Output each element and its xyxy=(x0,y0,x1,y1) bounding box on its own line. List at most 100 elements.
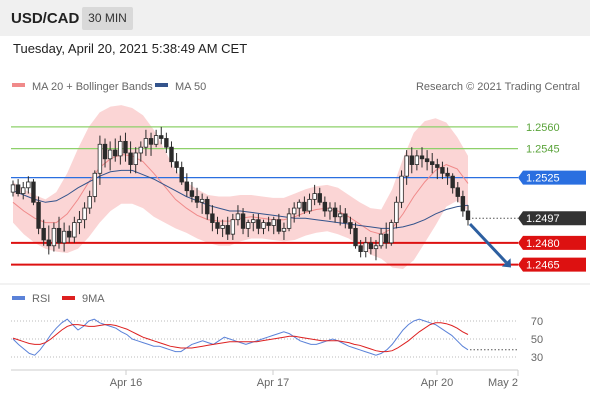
candle-body xyxy=(159,135,164,139)
chart-header: USD/CAD 30 MIN xyxy=(0,0,590,36)
current-level-badge xyxy=(518,211,586,226)
candle-body xyxy=(394,201,399,223)
candle-body xyxy=(465,210,471,221)
candle-body xyxy=(307,198,312,212)
candle-body xyxy=(210,213,215,223)
x-axis-tick-label: Apr 17 xyxy=(257,377,289,389)
candle-body xyxy=(230,219,236,235)
symbol-title: USD/CAD xyxy=(11,10,80,27)
candle-body xyxy=(225,225,230,235)
forecast-arrow-head xyxy=(501,258,511,268)
candle-body xyxy=(138,146,144,154)
candle-body xyxy=(36,201,41,229)
candle-body xyxy=(332,207,338,218)
candle-body xyxy=(174,161,179,168)
current-level-label: 1.2497 xyxy=(526,213,560,225)
candle-body xyxy=(455,187,460,197)
candle-body xyxy=(302,201,307,212)
forecast-arrow-layer xyxy=(468,222,511,268)
candle-body xyxy=(113,149,118,157)
candle-body xyxy=(363,242,368,252)
candle-body xyxy=(327,207,333,212)
candle-body xyxy=(281,227,287,232)
candle-body xyxy=(128,152,133,165)
x-axis-tick-label: Apr 16 xyxy=(110,377,142,389)
candle-body xyxy=(87,196,92,209)
candle-body xyxy=(102,143,108,160)
timeframe-badge[interactable]: 30 MIN xyxy=(82,7,133,30)
candle-body xyxy=(317,193,322,203)
candle-body xyxy=(271,219,276,226)
candle-body xyxy=(445,172,450,177)
candle-body xyxy=(399,175,404,203)
candle-body xyxy=(189,190,195,197)
candle-body xyxy=(77,219,82,223)
candle-body xyxy=(82,207,87,221)
candle-body xyxy=(26,181,31,189)
candle-body xyxy=(240,213,246,229)
pivot-level-label: 1.2525 xyxy=(526,173,560,185)
candle-body xyxy=(266,222,271,226)
candle-body xyxy=(41,227,46,241)
candle-body xyxy=(199,198,205,203)
candle-body xyxy=(404,155,409,177)
candle-body xyxy=(261,222,266,229)
ma20-legend-label: MA 20 + Bollinger Bands xyxy=(32,81,153,93)
candle-body xyxy=(51,227,57,247)
candle-body xyxy=(368,242,374,250)
support-level-label: 1.2480 xyxy=(526,238,560,250)
candle-body xyxy=(419,155,425,160)
candle-body xyxy=(72,222,77,238)
candle-body xyxy=(169,146,174,163)
candle-body xyxy=(312,193,317,200)
rsi-ma-legend-swatch xyxy=(62,296,75,300)
candle-body xyxy=(179,167,184,183)
rsi-ma-line xyxy=(12,322,469,353)
candle-body xyxy=(384,233,389,244)
candle-body xyxy=(21,187,26,194)
candle-body xyxy=(123,140,128,154)
candle-body xyxy=(276,219,282,232)
candle-body xyxy=(67,230,72,238)
forecast-arrow-shaft xyxy=(468,222,508,264)
candle-body xyxy=(15,184,21,194)
candle-body xyxy=(205,198,210,215)
candle-body xyxy=(215,222,220,229)
ma20-legend-swatch xyxy=(12,83,25,87)
candle-body xyxy=(92,172,97,197)
candle-body xyxy=(353,227,358,247)
candle-body xyxy=(297,201,302,209)
candle-body xyxy=(409,155,414,165)
x-axis-tick-label: Apr 20 xyxy=(421,377,453,389)
candle-body xyxy=(440,167,445,174)
candle-body xyxy=(424,158,430,163)
candle-body xyxy=(97,143,103,174)
pivot-level-badge xyxy=(518,170,586,185)
candle-body xyxy=(143,138,149,148)
candle-body xyxy=(291,207,297,215)
candle-body xyxy=(235,213,241,221)
candle-body xyxy=(46,239,51,247)
x-axis-layer: Apr 16 Apr 17 Apr 20 May 2 xyxy=(110,370,518,389)
candle-body xyxy=(133,152,138,165)
rsi-pane-layer: 70 50 30 xyxy=(11,316,543,364)
candle-body xyxy=(153,135,159,145)
candle-body xyxy=(220,225,225,229)
candle-body xyxy=(430,161,435,165)
candle-body xyxy=(251,219,256,223)
rsi-ma-legend-label: 9MA xyxy=(82,293,105,305)
rsi-legend-label: RSI xyxy=(32,293,50,305)
ma50-legend-swatch xyxy=(155,83,168,87)
candle-body xyxy=(373,245,379,250)
candle-body xyxy=(184,181,190,192)
candle-body xyxy=(414,155,420,165)
candle-body xyxy=(56,227,62,244)
candle-body xyxy=(107,149,113,160)
candle-body xyxy=(348,222,353,229)
candle-body xyxy=(389,222,394,244)
candle-body xyxy=(148,138,154,145)
x-axis-tick-label: May 2 xyxy=(488,377,518,389)
rsi-tick-label: 30 xyxy=(531,352,543,364)
